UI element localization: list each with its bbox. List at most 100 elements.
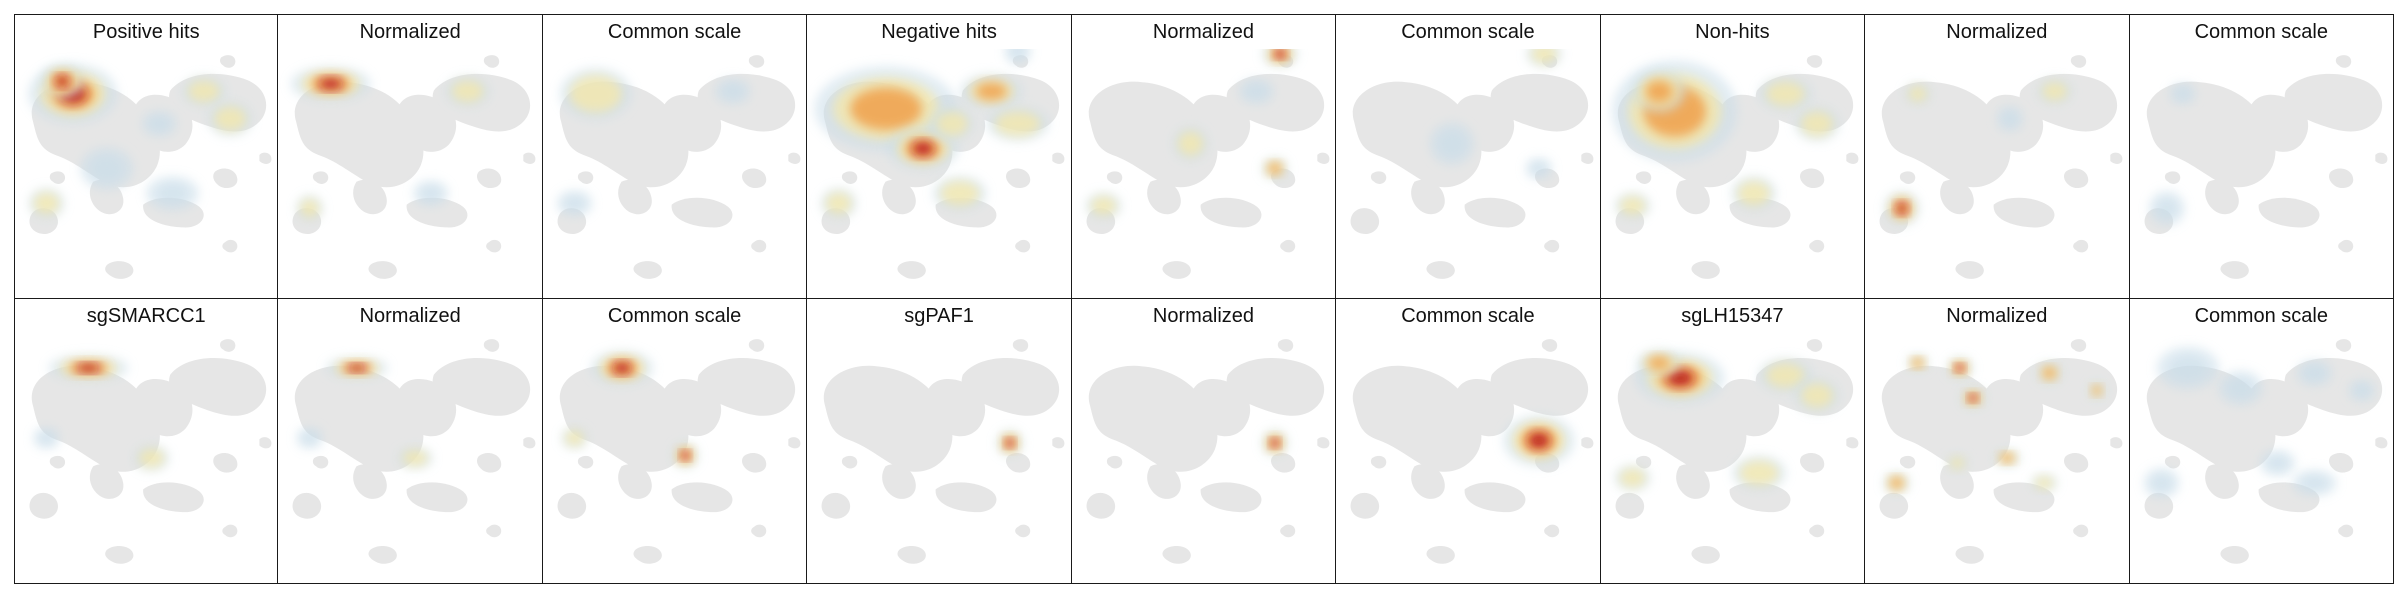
cell-cluster-silhouette (1879, 492, 1909, 519)
density-map (557, 339, 801, 564)
density-map (29, 339, 272, 564)
cell-cluster-silhouette (1262, 97, 1306, 122)
cell-cluster-silhouette (1200, 482, 1262, 513)
cell-cluster-silhouette (1317, 152, 1330, 164)
cell-cluster-silhouette (633, 261, 662, 279)
cell-cluster-silhouette (523, 152, 536, 164)
density-hotspot (326, 357, 389, 379)
cell-cluster-silhouette (2164, 171, 2180, 184)
density-hotspot (1758, 358, 1812, 393)
cell-cluster-silhouette (1899, 171, 1916, 184)
density-hotspot (39, 64, 85, 99)
cell-cluster-silhouette (2055, 381, 2099, 406)
density-hotspot (28, 188, 65, 219)
cell-cluster-silhouette (2110, 152, 2123, 164)
density-hotspot (671, 442, 699, 469)
density-panel: Negative hits (807, 14, 1072, 299)
density-hotspot (145, 176, 200, 211)
panel-title: Common scale (607, 21, 742, 43)
cell-cluster-silhouette (1270, 452, 1295, 473)
panel-title: Common scale (2194, 21, 2328, 43)
cell-cluster-silhouette (2070, 55, 2087, 68)
cell-cluster-silhouette (2164, 455, 2180, 469)
cell-cluster-silhouette (2337, 524, 2353, 538)
cell-cluster-silhouette (1464, 197, 1526, 228)
cell-cluster-silhouette (2220, 261, 2249, 279)
cell-cluster-silhouette (1881, 365, 2011, 472)
density-hotspot (1238, 78, 1275, 105)
cell-cluster-silhouette (1635, 455, 1651, 469)
cell-cluster-silhouette (1006, 452, 1031, 473)
density-panel: sgLH15347 (1600, 299, 1866, 584)
density-hotspot (986, 106, 1050, 141)
density-map (1614, 339, 1859, 564)
cell-cluster-silhouette (477, 452, 502, 473)
density-hotspot (2148, 191, 2185, 226)
density-hotspot (80, 147, 134, 190)
cell-cluster-silhouette (1088, 365, 1218, 472)
cell-cluster-silhouette (259, 152, 272, 164)
cell-cluster-silhouette (1675, 464, 1710, 499)
cell-cluster-silhouette (368, 261, 398, 279)
density-hotspot (1525, 157, 1553, 180)
cell-cluster-silhouette (2328, 168, 2353, 189)
cell-cluster-silhouette (143, 482, 204, 513)
density-panel: sgSMARCC1 (14, 299, 279, 584)
density-hotspot (296, 427, 324, 449)
cell-cluster-silhouette (1200, 197, 1262, 228)
cell-cluster-silhouette (468, 381, 512, 406)
density-hotspot (1526, 49, 1563, 67)
cell-cluster-silhouette (2204, 179, 2239, 215)
density-panel: Common scale (1336, 299, 1601, 584)
density-hotspot (1261, 430, 1289, 456)
density-hotspot (2036, 362, 2063, 384)
cell-cluster-silhouette (882, 179, 917, 215)
cell-cluster-silhouette (105, 261, 134, 279)
cell-cluster-silhouette (2064, 168, 2089, 189)
density-hotspot (996, 430, 1024, 456)
density-hotspot (887, 127, 960, 170)
cell-cluster-silhouette (484, 55, 500, 68)
density-hotspot (556, 190, 593, 217)
density-hotspot (933, 176, 987, 211)
cell-cluster-silhouette (2064, 452, 2089, 473)
density-hotspot (821, 188, 857, 219)
density-map (1611, 55, 1859, 279)
density-hotspot (1631, 70, 1686, 113)
density-map (1350, 49, 1594, 279)
density-hotspot (207, 101, 253, 136)
panel-title: Negative hits (881, 21, 997, 43)
cell-cluster-silhouette (477, 168, 502, 189)
cell-cluster-silhouette (49, 171, 66, 184)
cell-cluster-silhouette (49, 455, 66, 469)
density-hotspot (413, 180, 450, 207)
density-hotspot (1996, 106, 2024, 132)
cell-cluster-silhouette (1086, 492, 1115, 519)
cell-cluster-silhouette (788, 152, 801, 164)
cell-cluster-silhouette (1881, 81, 2011, 188)
density-hotspot (1085, 193, 1122, 219)
density-map (556, 55, 801, 279)
cell-cluster-silhouette (882, 464, 917, 499)
density-hotspot (1429, 122, 1475, 165)
density-map (814, 49, 1065, 279)
cell-cluster-silhouette (1940, 179, 1974, 215)
density-panel: Common scale (2129, 299, 2394, 584)
density-map (292, 339, 536, 564)
density-panel: Normalized (1865, 14, 2130, 299)
density-panel: Normalized (278, 14, 543, 299)
density-hotspot (1904, 83, 1932, 105)
panel-title: Normalized (1946, 305, 2048, 327)
cell-cluster-silhouette (2258, 197, 2320, 228)
cell-cluster-silhouette (2055, 97, 2099, 122)
cell-cluster-silhouette (557, 492, 587, 519)
cell-cluster-silhouette (353, 179, 388, 215)
cell-cluster-silhouette (1940, 464, 1974, 499)
density-hotspot (1959, 387, 1987, 409)
cell-cluster-silhouette (486, 524, 502, 538)
density-hotspot (2030, 474, 2058, 492)
cell-cluster-silhouette (353, 464, 388, 499)
cell-cluster-silhouette (733, 381, 777, 406)
density-hotspot (1261, 49, 1298, 67)
cell-cluster-silhouette (1426, 261, 1456, 279)
